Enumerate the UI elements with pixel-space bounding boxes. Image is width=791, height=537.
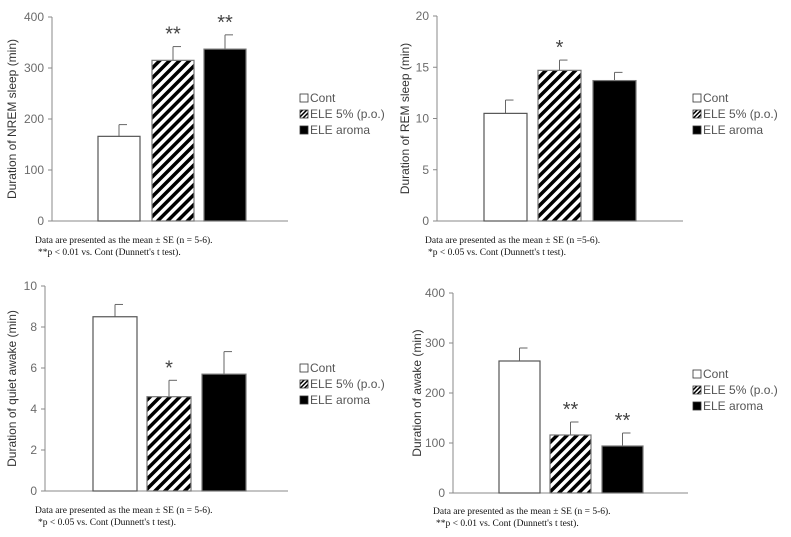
legend-swatch-ele-5pct — [692, 109, 702, 119]
y-tick-label: 0 — [30, 484, 37, 498]
bar-ele-5pct — [146, 396, 192, 492]
legend-label-cont: Cont — [310, 361, 336, 375]
y-tick-label: 400 — [24, 10, 44, 24]
bar-cont — [97, 135, 141, 222]
chart-panel-4: 0 100 200 300 400 Duration of awake (min) ** **… — [410, 286, 778, 529]
legend-label-ele-5pct: ELE 5% (p.o.) — [703, 107, 778, 121]
legend-swatch-ele-aroma — [299, 125, 309, 135]
legend-label-ele-5pct: ELE 5% (p.o.) — [310, 377, 385, 391]
y-tick-label: 10 — [24, 279, 38, 293]
bar-cont — [92, 316, 138, 492]
significance-marker: ** — [165, 24, 181, 46]
y-tick-label: 10 — [416, 112, 430, 126]
legend-swatch-cont — [692, 93, 702, 103]
y-tick-label: 100 — [425, 436, 445, 450]
y-tick-label: 20 — [416, 9, 430, 23]
footnote-line-2: *p < 0.05 vs. Cont (Dunnett's t test). — [38, 517, 176, 528]
y-tick-label: 15 — [416, 60, 430, 74]
bar-ele-5pct — [549, 434, 592, 494]
significance-marker: ** — [217, 12, 233, 34]
legend-swatch-ele-5pct — [299, 109, 309, 119]
legend-label-cont: Cont — [703, 91, 729, 105]
chart-panel-2: 0 5 10 15 20 Duration of REM sleep (min) * Cont… — [398, 9, 778, 258]
chart-panel-3: 0 2 4 6 8 10 Duration of quiet awake (min) * Con… — [5, 279, 385, 528]
legend-swatch-cont — [692, 369, 702, 379]
bar-ele-aroma — [201, 373, 247, 492]
bar-cont — [483, 112, 528, 222]
legend-label-ele-aroma: ELE aroma — [703, 399, 763, 413]
bar-ele-aroma — [601, 445, 644, 494]
y-tick-label: 0 — [37, 214, 44, 228]
bar-ele-5pct — [537, 69, 582, 222]
y-tick-label: 0 — [438, 486, 445, 500]
legend-label-ele-aroma: ELE aroma — [310, 393, 370, 407]
footnote-line-1: Data are presented as the mean ± SE (n =… — [425, 235, 600, 246]
footnote-line-1: Data are presented as the mean ± SE (n =… — [35, 235, 213, 246]
legend-label-ele-5pct: ELE 5% (p.o.) — [310, 107, 385, 121]
y-tick-label: 200 — [24, 112, 44, 126]
y-tick-label: 5 — [422, 163, 429, 177]
footnote-line-2: **p < 0.01 vs. Cont (Dunnett's t test). — [38, 247, 181, 258]
bar-ele-aroma — [203, 48, 247, 222]
y-tick-label: 200 — [425, 386, 445, 400]
legend-swatch-cont — [299, 363, 309, 373]
y-tick-label: 4 — [30, 402, 37, 416]
significance-marker: ** — [563, 399, 579, 421]
legend-label-cont: Cont — [310, 91, 336, 105]
legend-label-ele-aroma: ELE aroma — [703, 123, 763, 137]
legend-swatch-ele-aroma — [299, 395, 309, 405]
footnote-line-1: Data are presented as the mean ± SE (n =… — [35, 505, 213, 516]
bar-ele-aroma — [592, 79, 637, 222]
bar-ele-5pct — [151, 59, 195, 222]
significance-marker: * — [556, 37, 564, 59]
footnote-line-1: Data are presented as the mean ± SE (n =… — [433, 506, 611, 517]
chart-panel-1: 0 100 200 300 400 Duration of NREM sleep (min… — [5, 10, 385, 258]
y-axis-label: Duration of REM sleep (min) — [398, 43, 412, 194]
y-axis-label: Duration of quiet awake (min) — [5, 310, 19, 467]
legend-swatch-ele-5pct — [692, 385, 702, 395]
legend-swatch-ele-5pct — [299, 379, 309, 389]
y-tick-label: 300 — [24, 61, 44, 75]
y-tick-label: 400 — [425, 286, 445, 300]
footnote-line-2: **p < 0.01 vs. Cont (Dunnett's t test). — [436, 518, 579, 529]
significance-marker: ** — [615, 410, 631, 432]
legend-label-ele-aroma: ELE aroma — [310, 123, 370, 137]
y-tick-label: 300 — [425, 336, 445, 350]
legend-swatch-ele-aroma — [692, 125, 702, 135]
y-axis-label: Duration of awake (min) — [410, 329, 424, 456]
footnote-line-2: *p < 0.05 vs. Cont (Dunnett's t test). — [428, 247, 566, 258]
y-tick-label: 100 — [24, 163, 44, 177]
bar-cont — [498, 360, 541, 494]
y-axis-label: Duration of NREM sleep (min) — [5, 39, 19, 199]
y-tick-label: 0 — [422, 214, 429, 228]
legend-label-ele-5pct: ELE 5% (p.o.) — [703, 383, 778, 397]
y-tick-label: 6 — [30, 361, 37, 375]
legend-label-cont: Cont — [703, 367, 729, 381]
significance-marker: * — [165, 357, 173, 379]
y-tick-label: 2 — [30, 443, 37, 457]
y-tick-label: 8 — [30, 320, 37, 334]
legend-swatch-cont — [299, 93, 309, 103]
legend-swatch-ele-aroma — [692, 401, 702, 411]
